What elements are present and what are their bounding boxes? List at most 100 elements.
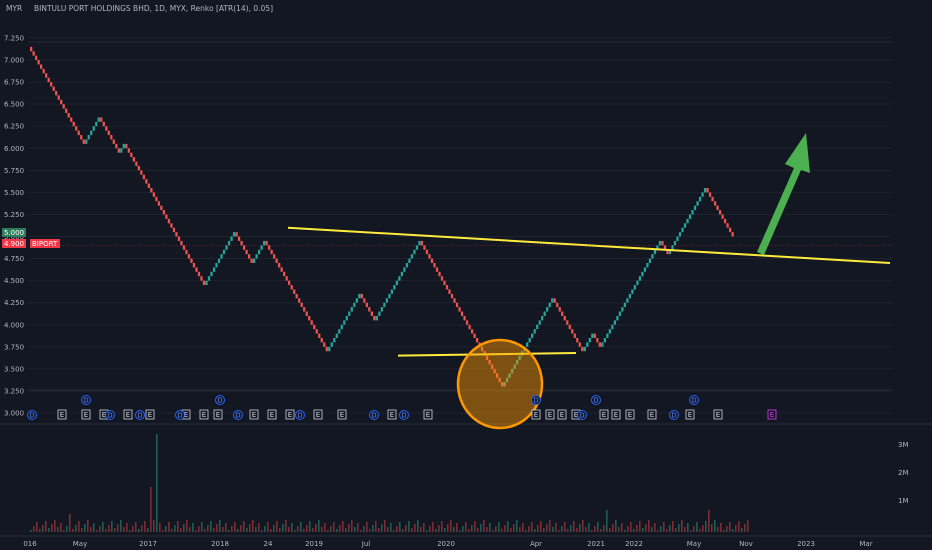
- renko-brick: [190, 258, 193, 263]
- renko-brick: [102, 121, 105, 127]
- volume-bar: [453, 527, 455, 532]
- symbol-title: BINTULU PORT HOLDINGS BHD, 1D, MYX, Renk…: [34, 4, 273, 13]
- volume-bar: [180, 528, 182, 532]
- renko-brick: [222, 249, 226, 255]
- volume-bar: [459, 530, 461, 532]
- renko-brick: [541, 315, 544, 321]
- renko-brick: [343, 320, 346, 325]
- renko-brick: [726, 223, 729, 228]
- renko-brick: [706, 188, 709, 193]
- volume-bar: [657, 530, 659, 532]
- renko-brick: [561, 311, 564, 316]
- volume-bar: [441, 521, 443, 532]
- renko-brick: [380, 307, 384, 312]
- renko-brick: [142, 174, 145, 180]
- volume-bar: [216, 524, 218, 532]
- volume-bar: [258, 523, 260, 532]
- x-tick-label: Apr: [530, 540, 542, 548]
- volume-bar: [687, 523, 689, 532]
- renko-brick: [393, 285, 396, 290]
- renko-brick: [252, 258, 256, 263]
- renko-brick: [693, 205, 697, 211]
- dividend-marker-label: D: [107, 412, 112, 420]
- renko-brick: [528, 338, 531, 343]
- volume-bar: [414, 524, 416, 532]
- volume-bar: [423, 523, 425, 532]
- renko-brick: [125, 143, 128, 149]
- renko-brick: [463, 315, 466, 321]
- renko-brick: [718, 210, 722, 215]
- volume-bar: [177, 521, 179, 532]
- renko-brick: [375, 315, 378, 321]
- volume-bar: [531, 522, 533, 532]
- earnings-marker-label: E: [148, 411, 152, 419]
- earnings-marker: [557, 409, 567, 420]
- earnings-marker-label: E: [126, 411, 130, 419]
- renko-brick: [170, 223, 173, 228]
- renko-brick: [217, 258, 221, 263]
- volume-bar: [486, 527, 488, 532]
- dividend-marker: [233, 410, 243, 420]
- renko-brick: [468, 324, 471, 330]
- renko-brick: [140, 170, 143, 175]
- renko-brick: [696, 201, 699, 206]
- renko-brick: [573, 333, 576, 338]
- volume-bar: [36, 522, 38, 532]
- renko-brick: [723, 218, 727, 224]
- volume-bars: [30, 434, 749, 532]
- renko-brick: [40, 64, 43, 69]
- last-value-badge: [2, 228, 26, 237]
- earnings-marker-label: E: [574, 411, 578, 419]
- volume-bar: [291, 523, 293, 532]
- volume-bar: [327, 530, 329, 532]
- volume-bar: [708, 510, 710, 532]
- renko-brick: [348, 311, 351, 316]
- renko-brick: [440, 276, 444, 281]
- renko-brick: [388, 293, 391, 299]
- volume-bar: [741, 528, 743, 532]
- volume-bar: [102, 522, 104, 532]
- volume-bar: [744, 524, 746, 532]
- renko-brick: [32, 51, 35, 56]
- y-tick-label: 4.000: [4, 321, 24, 329]
- volume-bar: [33, 526, 35, 532]
- renko-brick: [433, 263, 436, 268]
- renko-brick: [656, 245, 659, 250]
- volume-bar: [213, 528, 215, 532]
- renko-brick: [92, 126, 95, 131]
- renko-brick: [315, 329, 318, 334]
- dividend-marker: [295, 410, 305, 420]
- volume-bar: [51, 524, 53, 532]
- renko-brick: [182, 245, 186, 250]
- renko-brick: [536, 324, 539, 330]
- renko-brick: [330, 342, 333, 347]
- volume-bar: [60, 523, 62, 532]
- renko-brick: [247, 254, 251, 259]
- dividend-marker-label: D: [579, 412, 584, 420]
- renko-brick: [187, 254, 191, 259]
- renko-brick: [438, 271, 441, 277]
- renko-brick: [207, 276, 211, 281]
- renko-brick: [651, 254, 654, 259]
- volume-bar: [726, 526, 728, 532]
- volume-bar: [183, 524, 185, 532]
- renko-brick: [262, 240, 266, 246]
- renko-brick: [546, 307, 549, 312]
- volume-bar: [78, 521, 80, 532]
- volume-bar: [675, 528, 677, 532]
- earnings-marker-label: E: [688, 411, 692, 419]
- earnings-marker-label: E: [770, 411, 774, 419]
- earnings-marker: [647, 409, 657, 420]
- renko-brick: [403, 267, 406, 272]
- renko-brick: [237, 236, 241, 241]
- renko-brick: [165, 214, 168, 219]
- volume-bar: [309, 521, 311, 532]
- renko-brick: [242, 245, 246, 250]
- renko-brick: [518, 355, 521, 361]
- volume-bar: [693, 526, 695, 532]
- renko-brick: [453, 298, 456, 303]
- earnings-marker: [57, 409, 67, 420]
- renko-brick: [52, 86, 55, 91]
- volume-bar: [438, 525, 440, 532]
